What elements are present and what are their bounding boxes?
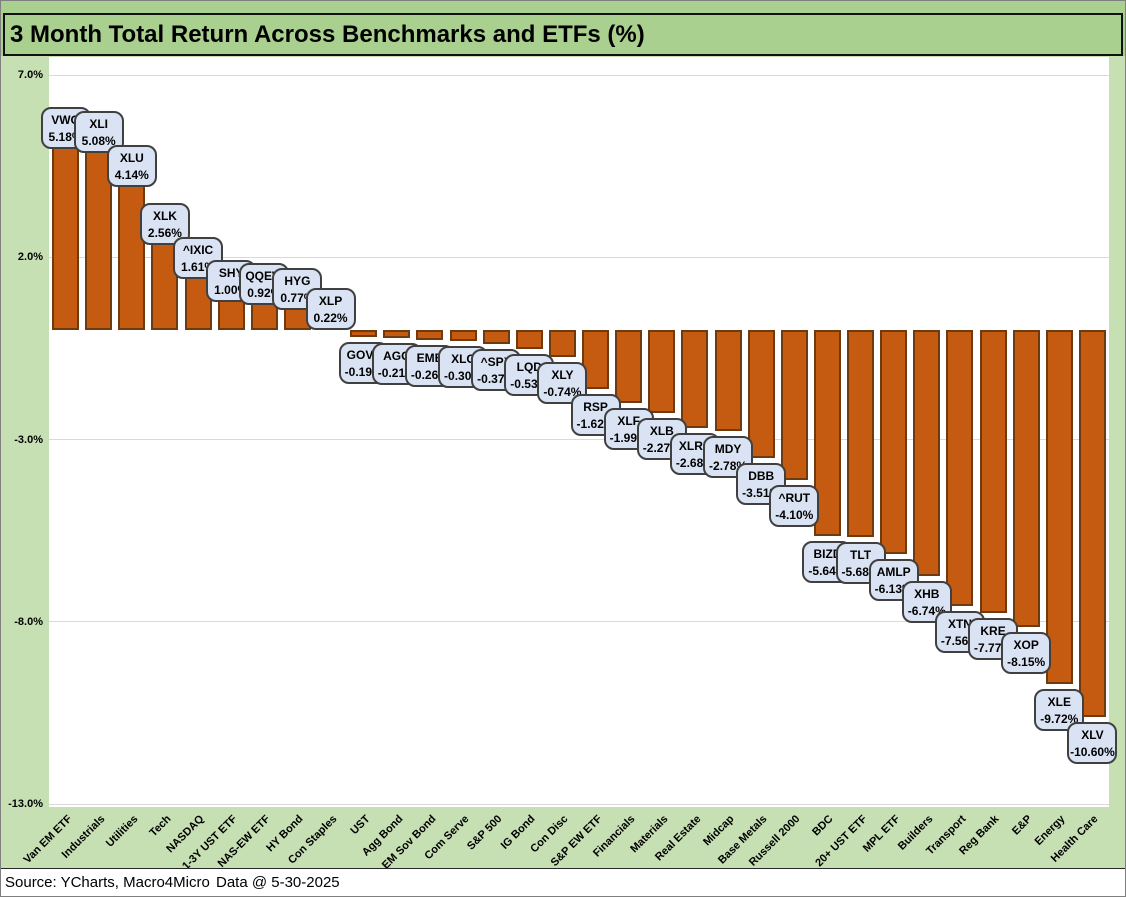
gridline-2.0% <box>49 256 1109 258</box>
bar-EMB <box>416 330 444 340</box>
y-axis-tick-label: -13.0% <box>8 798 43 810</box>
data-label-ticker: ^IXIC <box>182 243 214 258</box>
data-label-ticker: XLU <box>119 151 144 166</box>
data-label-ticker: VWO <box>51 113 80 128</box>
data-label-ticker: TLT <box>850 548 872 563</box>
y-axis-tick-label: -8.0% <box>14 615 43 628</box>
data-label-ticker: XLRE <box>678 438 711 453</box>
data-label-XLP: XLP 0.22% <box>305 288 356 331</box>
data-label-ticker: XLP <box>318 294 343 309</box>
data-label-ticker: XLF <box>617 413 641 428</box>
chart-header-band: 3 Month Total Return Across Benchmarks a… <box>1 1 1125 56</box>
bar-XHB <box>913 330 941 576</box>
bar-TLT <box>847 330 875 538</box>
y-axis-tick-label: 2.0% <box>17 251 43 264</box>
data-label-ticker: ^RUT <box>778 490 811 505</box>
data-label-ticker: XLC <box>451 352 476 367</box>
bar-XLC <box>449 330 477 342</box>
data-label-XLE: XLE -9.72% <box>1034 689 1085 732</box>
data-label-value: -4.10% <box>775 507 814 522</box>
bar-XLB <box>648 330 676 413</box>
data-label-value: -9.72% <box>1040 712 1079 727</box>
data-label-ticker: AMLP <box>876 564 911 579</box>
data-label-ticker: XLB <box>649 423 674 438</box>
data-label-ticker: BIZD <box>813 546 842 561</box>
footer-bar: Source: YCharts, Macro4Micro Data @ 5-30… <box>1 868 1125 896</box>
data-label-XOP: XOP -8.15% <box>1001 632 1052 675</box>
data-label-ticker: XLE <box>1047 695 1071 710</box>
data-label-XLV: XLV -10.60% <box>1067 721 1118 764</box>
gridline-7.0% <box>49 74 1109 76</box>
bar-XLV <box>1078 330 1106 717</box>
bar-XLRE <box>681 330 709 428</box>
data-label-ticker: AGG <box>383 348 411 363</box>
data-label-value: -10.60% <box>1070 744 1115 759</box>
bar-XLE <box>1045 330 1073 685</box>
gridline--13.0% <box>49 803 1109 805</box>
data-label-ticker: XOP <box>1013 638 1039 653</box>
data-label-XLY: XLY -0.74% <box>537 362 588 405</box>
bar-^RUT <box>780 330 808 480</box>
data-label-ticker: SHY <box>218 265 244 280</box>
bar-XOP <box>1012 330 1040 628</box>
data-date-text: Data @ 5-30-2025 <box>216 874 340 891</box>
source-text: Source: YCharts, Macro4Micro <box>5 874 210 891</box>
bar-LQD <box>515 330 543 350</box>
data-label-ticker: XLI <box>89 116 109 131</box>
bar-XLF <box>615 330 643 403</box>
bar-GOVT <box>350 330 378 338</box>
data-label-value: -0.74% <box>543 385 582 400</box>
data-label-value: 5.08% <box>81 133 116 148</box>
y-axis-tick-label: -3.0% <box>14 433 43 446</box>
chart-title: 3 Month Total Return Across Benchmarks a… <box>10 20 645 48</box>
bar-XLU <box>118 179 146 331</box>
data-label-ticker: EMB <box>416 350 444 365</box>
data-label-ticker: XLV <box>1081 727 1104 742</box>
bar-KRE <box>979 330 1007 614</box>
bar-VWO <box>52 141 80 331</box>
title-box: 3 Month Total Return Across Benchmarks a… <box>3 13 1123 56</box>
data-label-ticker: XHB <box>914 586 940 601</box>
data-label-value: -8.15% <box>1007 655 1046 670</box>
bar-XLY <box>548 330 576 358</box>
data-label-ticker: XLY <box>551 368 574 383</box>
data-label-value: 4.14% <box>114 168 149 183</box>
bar-AMLP <box>880 330 908 554</box>
data-label-ticker: LQD <box>516 360 542 375</box>
data-label-ticker: XTN <box>947 616 972 631</box>
data-label-ticker: RSP <box>583 400 608 415</box>
data-label-ticker: KRE <box>980 624 1006 639</box>
data-label-XTN: XTN -7.56% <box>934 610 985 653</box>
data-label-ticker: HYG <box>284 274 311 289</box>
y-axis-tick-label: 7.0% <box>17 69 43 81</box>
data-label-ticker: XLK <box>152 208 177 223</box>
bar-^SPX <box>482 330 510 344</box>
bar-AGG <box>383 330 411 338</box>
data-label-value: 0.22% <box>313 311 348 326</box>
bar-MDY <box>714 330 742 432</box>
data-label-ticker: ^SPX <box>480 354 512 369</box>
gridline--3.0% <box>49 439 1109 440</box>
plot-area: VWO 5.18% XLI 5.08% XLU 4.14% XLK 2.56% ^IXIC 1.6… <box>40 57 1118 807</box>
data-label-value: 2.56% <box>147 225 182 240</box>
data-label-ticker: MDY <box>714 442 742 457</box>
gridline--8.0% <box>49 621 1109 623</box>
data-label-^RUT: ^RUT -4.10% <box>769 484 820 527</box>
data-label-ticker: DBB <box>748 469 775 484</box>
bar-DBB <box>747 330 775 459</box>
data-label-HYG: HYG 0.77% <box>272 268 323 311</box>
data-label-XLU: XLU 4.14% <box>106 145 157 188</box>
bar-XTN <box>946 330 974 606</box>
data-label-XHB: XHB -6.74% <box>901 580 952 623</box>
